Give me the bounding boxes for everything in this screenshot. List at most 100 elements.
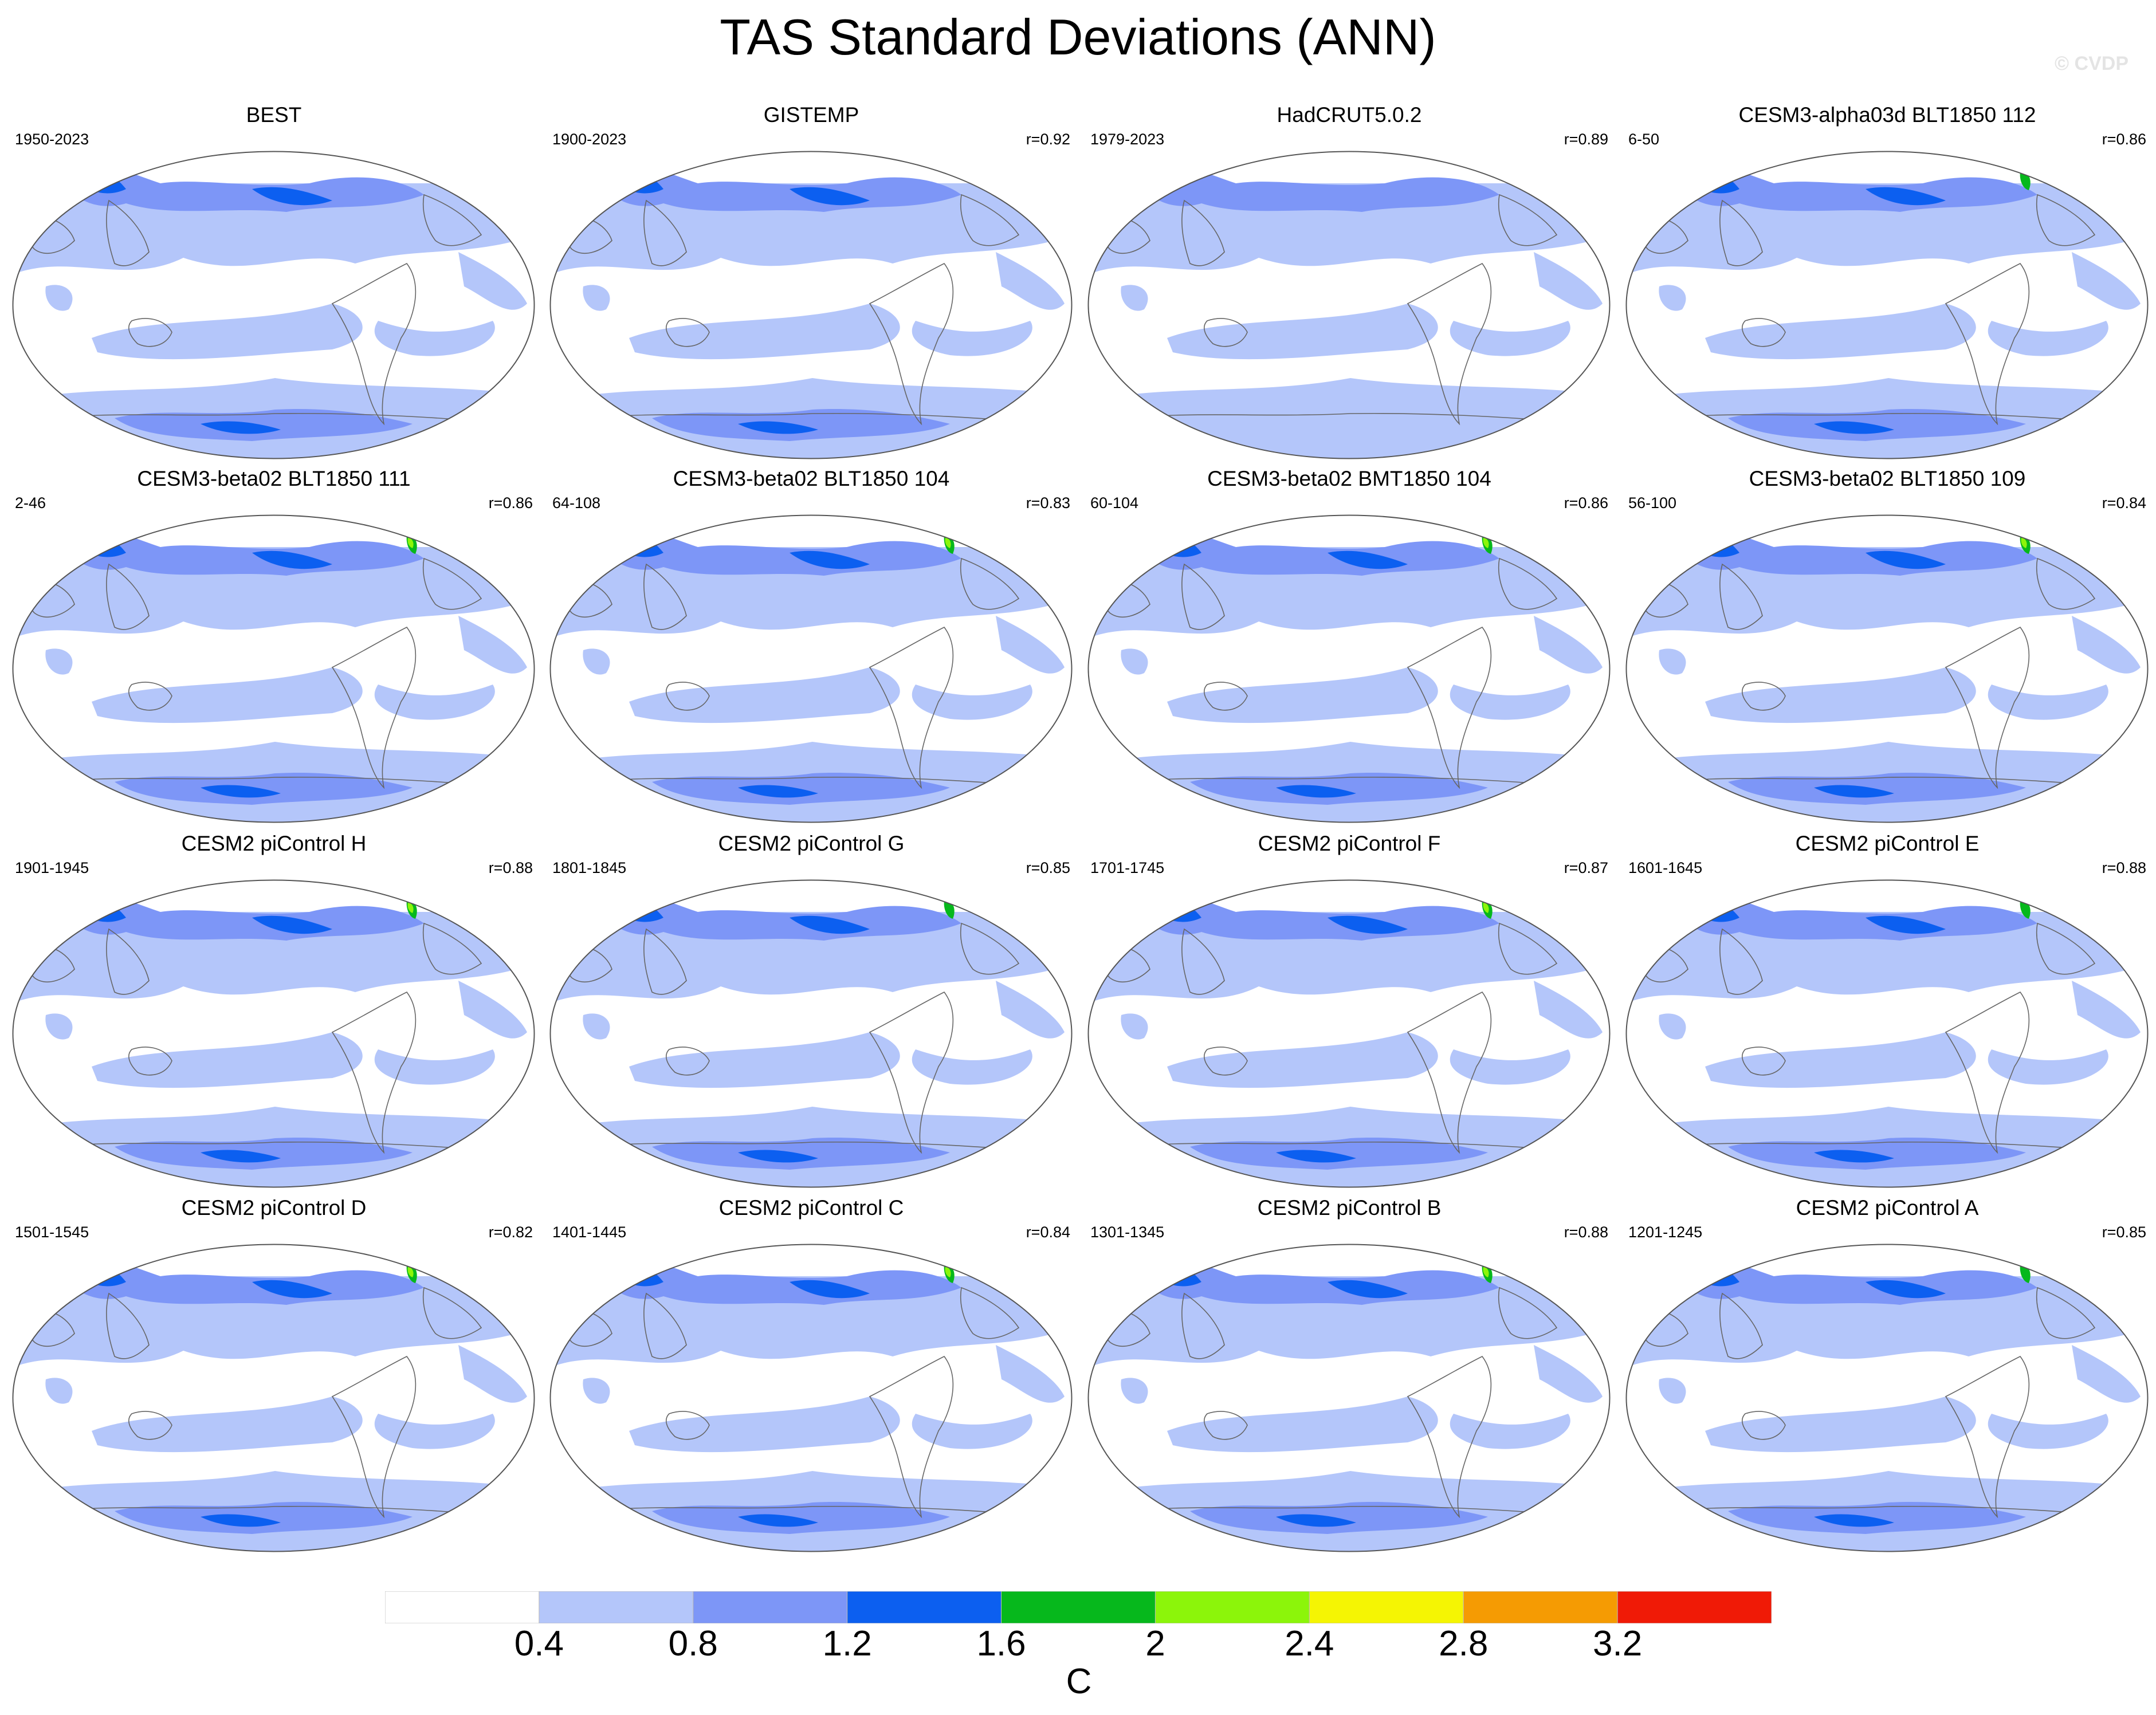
anomaly-contour-1.2: [1866, 1280, 1946, 1299]
anomaly-contour-1.2: [790, 550, 870, 569]
map-boundary: [12, 151, 535, 459]
anomaly-contour-0.4: [92, 667, 363, 723]
anomaly-contour-0.4: [1450, 1414, 1570, 1449]
anomaly-contour-0.4: [629, 1032, 900, 1088]
coastline: [1945, 626, 2030, 789]
panel-correlation: r=0.86: [488, 494, 533, 512]
coastline: [1109, 412, 1592, 424]
anomaly-contour-1.2: [201, 421, 281, 434]
map-boundary: [549, 879, 1073, 1188]
coastline: [34, 1141, 516, 1153]
coastline: [643, 1292, 687, 1359]
anomaly-contour-0.8: [1133, 888, 1499, 941]
panel-title: CESM3-alpha03d BLT1850 112: [1738, 103, 2036, 127]
world-map: [1625, 151, 2149, 459]
panel-correlation: r=0.83: [1026, 494, 1070, 512]
anomaly-contour-1.6: [80, 1261, 112, 1280]
anomaly-contour-1.2: [69, 166, 126, 194]
map-panel: CESM2 piControl B 1301-1345 r=0.88: [1080, 1196, 1619, 1563]
world-map: [12, 1244, 535, 1552]
colorbar-swatch: [1617, 1591, 1772, 1623]
anomaly-contour-0.4: [92, 1032, 363, 1088]
anomaly-contour-1.2: [201, 1514, 281, 1527]
world-map: [549, 514, 1073, 823]
coastline: [1181, 928, 1225, 995]
anomaly-contour-0.8: [1190, 773, 1488, 805]
panel-years: 64-108: [552, 494, 601, 512]
anomaly-contour-0.8: [1728, 1502, 2026, 1534]
coastline: [1647, 412, 2130, 424]
map-panel: CESM3-alpha03d BLT1850 112 6-50 r=0.86: [1618, 103, 2156, 470]
map-boundary: [12, 1244, 535, 1552]
anomaly-contour-0.4: [1121, 1013, 1148, 1040]
colorbar-swatch: [847, 1591, 1002, 1623]
anomaly-contour-0.4: [912, 1414, 1032, 1449]
map-panel: GISTEMP 1900-2023 r=0.92: [542, 103, 1081, 470]
anomaly-contour-2: [622, 535, 641, 547]
map-panel: CESM3-beta02 BMT1850 104 60-104 r=0.86: [1080, 467, 1619, 833]
anomaly-contour-2: [1483, 903, 1489, 913]
anomaly-contour-0.4: [458, 252, 527, 310]
anomaly-contour-1.2: [1328, 1280, 1408, 1299]
anomaly-contour-0.4: [1450, 1049, 1570, 1085]
map-panel: CESM2 piControl G 1801-1845 r=0.85: [542, 832, 1081, 1198]
world-map: [1625, 879, 2149, 1188]
anomaly-contour-1.2: [252, 1280, 332, 1299]
panel-correlation: r=0.82: [488, 1224, 533, 1241]
panel-correlation: r=0.87: [1564, 859, 1608, 876]
panel-title: BEST: [246, 103, 302, 127]
coastline: [1498, 922, 1558, 975]
map-boundary: [549, 151, 1073, 459]
coastline: [1719, 1292, 1763, 1359]
coastline: [1204, 318, 1248, 347]
coastline: [869, 1355, 954, 1519]
anomaly-contour-0.4: [1988, 1414, 2108, 1449]
coastline: [666, 318, 710, 347]
coastline: [1204, 1047, 1248, 1076]
coastline: [106, 563, 150, 630]
coastline: [1181, 563, 1225, 630]
world-map: [1087, 151, 1611, 459]
anomaly-contour-0.4: [374, 1414, 495, 1449]
anomaly-contour-1.2: [790, 187, 870, 206]
coastline: [869, 262, 954, 426]
anomaly-contour-0.4: [1534, 981, 1603, 1039]
anomaly-contour-0.8: [652, 409, 950, 441]
panel-years: 1801-1845: [552, 859, 627, 876]
map-panel: CESM2 piControl C 1401-1445 r=0.84: [542, 1196, 1081, 1563]
anomaly-contour-1.2: [69, 529, 126, 557]
colorbar-tick-label: 3.2: [1593, 1624, 1643, 1663]
anomaly-contour-0.4: [374, 685, 495, 720]
world-map: [1087, 879, 1611, 1188]
coastline: [331, 991, 417, 1154]
coastline: [128, 318, 172, 347]
anomaly-contour-1.2: [1866, 915, 1946, 934]
anomaly-contour-0.4: [374, 321, 495, 356]
anomaly-contour-2: [945, 1267, 951, 1277]
coastline: [331, 262, 417, 426]
anomaly-contour-1.2: [606, 1258, 663, 1287]
anomaly-contour-0.4: [1121, 1378, 1148, 1404]
panel-years: 56-100: [1628, 494, 1677, 512]
anomaly-contour-0.4: [1705, 1397, 1976, 1453]
anomaly-contour-0.4: [583, 1378, 610, 1404]
coastline: [1181, 199, 1225, 266]
anomaly-contour-2: [1160, 900, 1179, 912]
colorbar-tick-label: 2.4: [1285, 1624, 1334, 1663]
panel-correlation: r=0.86: [2102, 131, 2146, 148]
coastline: [1742, 682, 1786, 711]
anomaly-contour-0.4: [1167, 667, 1438, 723]
anomaly-contour-2: [1698, 535, 1717, 547]
coastline: [643, 199, 687, 266]
anomaly-contour-1.6: [618, 1261, 649, 1280]
anomaly-contour-2: [407, 903, 414, 913]
coastline: [331, 626, 417, 789]
anomaly-contour-1.2: [738, 421, 818, 434]
anomaly-contour-0.4: [458, 981, 527, 1039]
panel-years: 1601-1645: [1628, 859, 1703, 876]
anomaly-contour-0.8: [595, 888, 961, 941]
anomaly-contour-1.2: [69, 1258, 126, 1287]
coastline: [1742, 1047, 1786, 1076]
anomaly-contour-1.2: [1144, 894, 1201, 922]
anomaly-contour-0.8: [1190, 1138, 1488, 1170]
